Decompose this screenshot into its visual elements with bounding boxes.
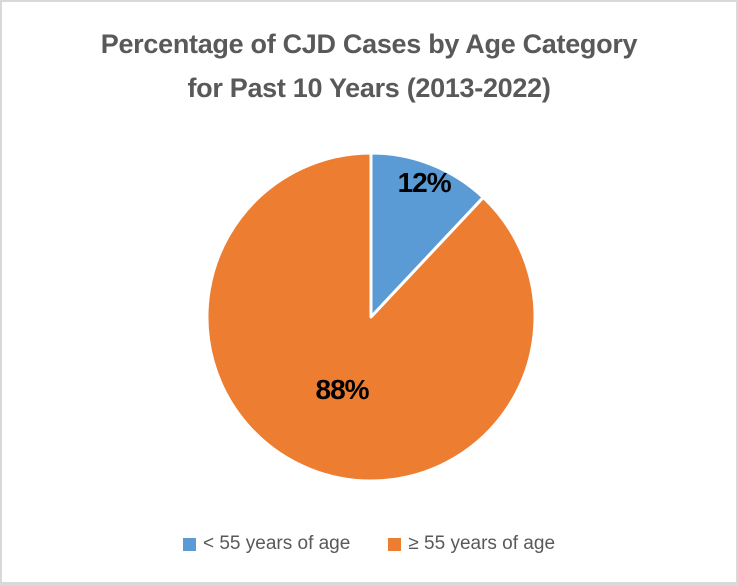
pie-slice-1 bbox=[205, 151, 537, 483]
chart-title: Percentage of CJD Cases by Age Category … bbox=[2, 22, 736, 110]
legend-label-55-and-over: ≥ 55 years of age bbox=[408, 533, 556, 554]
legend-item-under-55: < 55 years of age bbox=[182, 533, 351, 555]
chart-title-line-1: Percentage of CJD Cases by Age Category bbox=[100, 29, 638, 59]
slice-label-under-55: 12% bbox=[397, 166, 452, 198]
legend-swatch-55-and-over-icon bbox=[388, 537, 402, 551]
pie-slice-0 bbox=[369, 151, 485, 319]
chart-legend: < 55 years of age ≥ 55 years of age bbox=[2, 533, 736, 555]
slice-label-55-and-over: 88% bbox=[315, 374, 369, 406]
legend-label-under-55: < 55 years of age bbox=[202, 533, 351, 554]
legend-swatch-under-55-icon bbox=[182, 537, 196, 551]
legend-item-55-and-over: ≥ 55 years of age bbox=[388, 533, 555, 555]
chart-title-line-2: for Past 10 Years (2013-2022) bbox=[187, 73, 551, 103]
